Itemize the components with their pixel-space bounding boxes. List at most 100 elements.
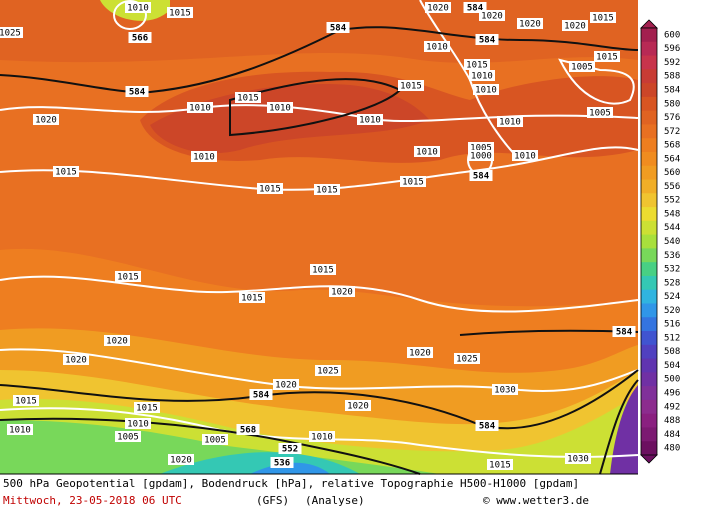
contour-label: 1010 bbox=[127, 420, 149, 430]
colorbar-band bbox=[641, 248, 657, 263]
contour-label: 584 bbox=[467, 4, 484, 14]
colorbar-band bbox=[641, 427, 657, 442]
contour-label: 566 bbox=[132, 34, 148, 44]
contour-label: 1010 bbox=[416, 148, 438, 158]
colorbar-label: 540 bbox=[664, 237, 680, 247]
contour-label: 1020 bbox=[519, 20, 541, 30]
colorbar-label: 588 bbox=[664, 72, 680, 82]
colorbar-label: 600 bbox=[664, 30, 680, 40]
contour-label: 1020 bbox=[35, 116, 57, 126]
colorbar-label: 516 bbox=[664, 320, 680, 330]
contour-label: 1010 bbox=[426, 43, 448, 53]
label-box bbox=[270, 457, 294, 468]
colorbar-band bbox=[641, 234, 657, 249]
colorbar-band bbox=[641, 193, 657, 208]
label-box bbox=[329, 286, 355, 297]
label-box bbox=[134, 402, 160, 413]
footer-title: 500 hPa Geopotential [gpdam], Bodendruck… bbox=[3, 477, 579, 490]
contour-label: 1015 bbox=[316, 186, 338, 196]
colorbar-label: 584 bbox=[664, 85, 680, 95]
contour-label: 1020 bbox=[170, 456, 192, 466]
colorbar-label: 564 bbox=[664, 154, 680, 164]
colorbar-label: 560 bbox=[664, 168, 680, 178]
label-box bbox=[115, 431, 141, 442]
colorbar-label: 580 bbox=[664, 99, 680, 109]
label-box bbox=[454, 353, 480, 364]
label-box bbox=[414, 146, 440, 157]
contour-label: 1005 bbox=[117, 433, 139, 443]
label-box bbox=[569, 61, 595, 72]
contour-label: 1025 bbox=[317, 367, 339, 377]
contour-label: 584 bbox=[253, 391, 270, 401]
contour-label: 1005 bbox=[571, 63, 593, 73]
colorbar-label: 480 bbox=[664, 444, 680, 454]
contour-label: 1020 bbox=[481, 12, 503, 22]
contour-label: 584 bbox=[616, 328, 633, 338]
contour-label: 552 bbox=[282, 445, 298, 455]
label-box bbox=[473, 84, 499, 95]
colorbar-band bbox=[641, 151, 657, 167]
contour-label: 1010 bbox=[269, 104, 291, 114]
label-box bbox=[167, 7, 193, 18]
contour-label: 584 bbox=[473, 172, 490, 182]
label-box bbox=[309, 431, 335, 442]
contour-label: 584 bbox=[479, 36, 496, 46]
colorbar-frame bbox=[640, 27, 658, 456]
colorbar-band bbox=[641, 358, 657, 373]
colorbar-band bbox=[641, 220, 657, 236]
label-box bbox=[53, 166, 79, 177]
contour-label: 1010 bbox=[189, 104, 211, 114]
colorbar-label: 524 bbox=[664, 292, 680, 302]
label-box bbox=[63, 354, 89, 365]
colorbar-label: 596 bbox=[664, 44, 680, 54]
colorbar-band bbox=[641, 399, 657, 415]
label-box bbox=[425, 2, 451, 13]
label-box bbox=[326, 22, 350, 33]
contour-label: 1010 bbox=[471, 72, 493, 82]
label-box bbox=[202, 434, 228, 445]
contour-label: 1010 bbox=[9, 426, 31, 436]
colorbar-band bbox=[641, 344, 657, 360]
colorbar-label: 568 bbox=[664, 141, 680, 151]
label-box bbox=[424, 41, 450, 52]
colorbar-label: 508 bbox=[664, 347, 680, 357]
contour-label: 1015 bbox=[400, 82, 422, 92]
contour-label: 1020 bbox=[564, 22, 586, 32]
colorbar-label: 544 bbox=[664, 223, 680, 233]
contour-label: 1030 bbox=[567, 455, 589, 465]
label-box bbox=[587, 107, 613, 118]
contour-label: 1015 bbox=[136, 404, 158, 414]
contour-label: 1020 bbox=[409, 349, 431, 359]
label-box bbox=[468, 150, 494, 161]
contour-label: 1010 bbox=[127, 4, 149, 14]
contour-label: 584 bbox=[479, 422, 496, 432]
label-box bbox=[0, 27, 23, 38]
contour-label: 1015 bbox=[489, 461, 511, 471]
label-box bbox=[475, 34, 499, 45]
contour-label: 1025 bbox=[456, 355, 478, 365]
colorbar-label: 548 bbox=[664, 209, 680, 219]
colorbar-label: 592 bbox=[664, 58, 680, 68]
label-box bbox=[125, 418, 151, 429]
colorbar-label: 520 bbox=[664, 306, 680, 316]
colorbar-band bbox=[641, 69, 657, 84]
label-box bbox=[168, 454, 194, 465]
label-box bbox=[236, 424, 260, 435]
label-box bbox=[492, 384, 518, 395]
colorbar-band bbox=[641, 124, 657, 139]
contour-label: 1015 bbox=[55, 168, 77, 178]
contour-label: 1005 bbox=[589, 109, 611, 119]
colorbar-band bbox=[641, 28, 657, 43]
label-box bbox=[464, 59, 490, 70]
colorbar-label: 500 bbox=[664, 375, 680, 385]
colorbar: 600 596 592 588 584 580 576 572 568 564 560 556 552 5… bbox=[640, 19, 680, 464]
label-box bbox=[125, 2, 151, 13]
colorbar-label: 496 bbox=[664, 389, 680, 399]
colorbar-band bbox=[641, 331, 657, 346]
contour-label: 1015 bbox=[117, 273, 139, 283]
isobars bbox=[0, 0, 639, 458]
contour-label: 1015 bbox=[241, 294, 263, 304]
label-box bbox=[128, 32, 152, 43]
contour-label: 1015 bbox=[592, 14, 614, 24]
